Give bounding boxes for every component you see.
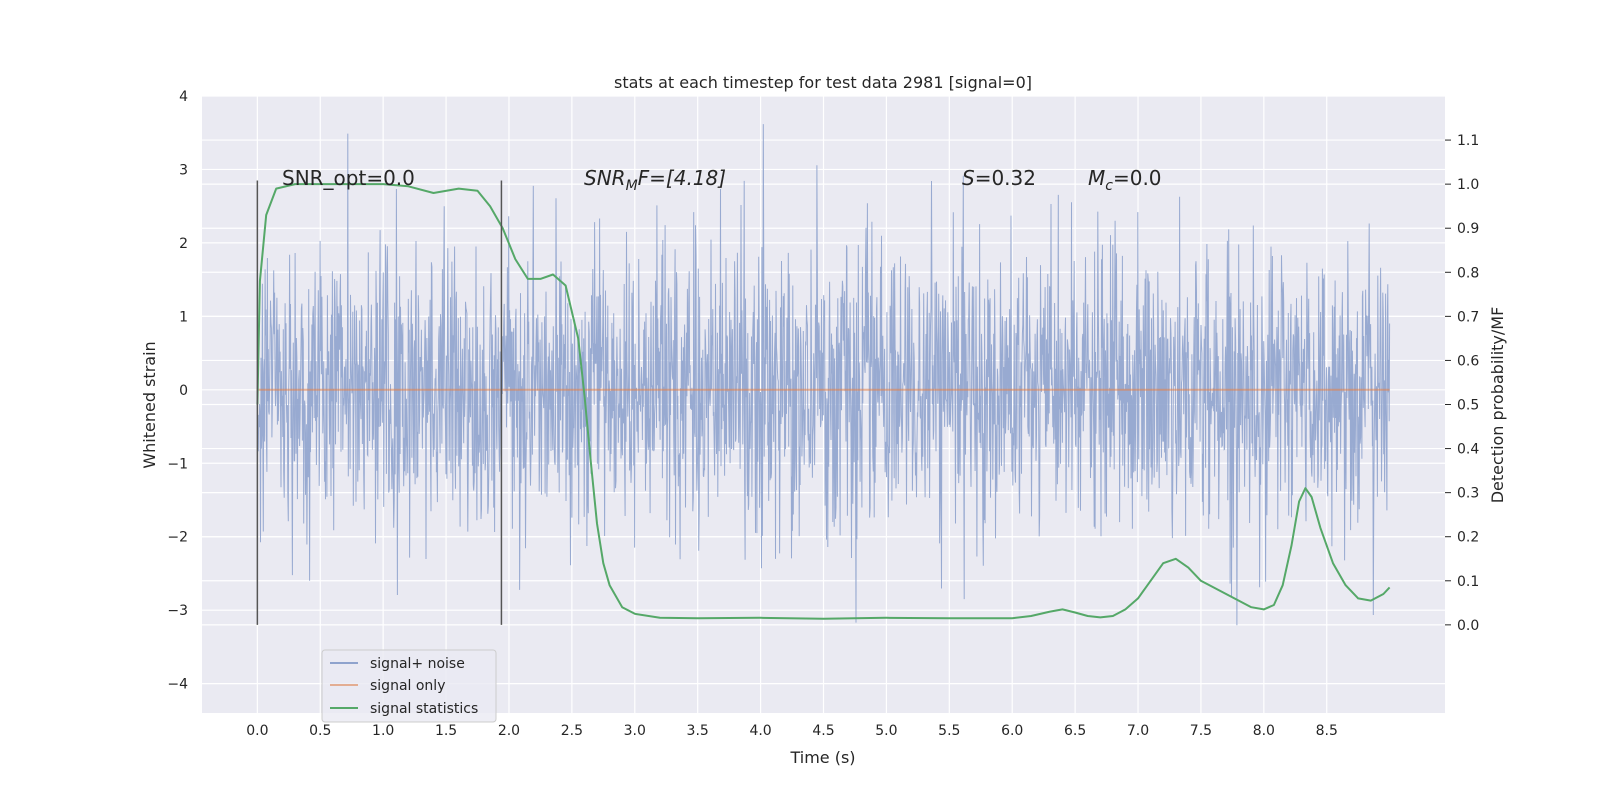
legend-box — [321, 649, 497, 723]
snr-mf-suffix: F=[4.18] — [638, 166, 726, 190]
x-tick-label: 0.5 — [309, 723, 331, 739]
y-tick-label-left: 3 — [179, 162, 188, 178]
y-tick-label-right: 0.1 — [1457, 574, 1479, 590]
y-tick-label-left: −3 — [167, 603, 188, 619]
legend: signal+ noise signal only signal statist… — [321, 649, 497, 723]
y-tick-label-right: 1.0 — [1457, 177, 1479, 193]
stats-line — [256, 183, 1391, 620]
x-tick-label: 5.0 — [875, 723, 897, 739]
legend-label-stats: signal statistics — [370, 701, 478, 717]
y-tick-label-right: 0.3 — [1457, 486, 1479, 502]
x-tick-label: 7.5 — [1190, 723, 1212, 739]
y-tick-label-right: 0.5 — [1457, 398, 1479, 414]
mc-letter: M — [1088, 166, 1105, 190]
annotation-snr-mf: SNRMF=[4.18] — [584, 166, 726, 194]
chart-title: stats at each timestep for test data 298… — [614, 73, 1032, 92]
y-tick-label-left: −1 — [167, 456, 188, 472]
snr-mf-sub: M — [626, 178, 638, 194]
y-tick-label-left: 0 — [179, 383, 188, 399]
y-axis-label-right: Detection probability/MF — [1488, 307, 1507, 504]
x-tick-label: 0.0 — [246, 723, 268, 739]
event-markers — [256, 180, 503, 625]
x-tick-label: 4.5 — [812, 723, 834, 739]
annotation-mc: Mc=0.0 — [1088, 166, 1162, 194]
y-ticks-right: 1.1 1.0 0.9 0.8 0.7 0.6 0.5 0.4 0.3 0.2 0.1 0.0 — [1445, 133, 1479, 634]
y-tick-label-right: 0.7 — [1457, 309, 1479, 325]
mc-value: =0.0 — [1113, 166, 1162, 190]
series-signal-statistics — [256, 183, 1391, 620]
x-tick-label: 8.5 — [1316, 723, 1338, 739]
series-signal-noise — [256, 124, 1391, 626]
y-tick-label-right: 0.2 — [1457, 530, 1479, 546]
x-axis-label: Time (s) — [789, 748, 855, 767]
y-tick-label-right: 0.0 — [1457, 618, 1479, 634]
legend-label-noise: signal+ noise — [370, 656, 465, 672]
x-tick-label: 3.0 — [624, 723, 646, 739]
x-tick-label: 3.5 — [687, 723, 709, 739]
x-tick-label: 4.0 — [749, 723, 771, 739]
x-tick-label: 6.5 — [1064, 723, 1086, 739]
x-tick-label: 1.0 — [372, 723, 394, 739]
x-tick-label: 8.0 — [1253, 723, 1275, 739]
y-tick-label-right: 1.1 — [1457, 133, 1479, 149]
mc-sub: c — [1105, 178, 1113, 194]
annotation-snr-opt: SNR_opt=0.0 — [282, 166, 415, 190]
y-tick-label-left: −4 — [167, 677, 188, 693]
noise-trace — [256, 124, 1391, 626]
annotation-s: S=0.32 — [962, 166, 1036, 190]
x-ticks: 0.0 0.5 1.0 1.5 2.0 2.5 3.0 3.5 4.0 4.5 5.0 5.5 6.0 6… — [246, 723, 1338, 739]
x-tick-label: 5.5 — [938, 723, 960, 739]
s-letter: S — [962, 166, 975, 190]
s-value: =0.32 — [975, 166, 1036, 190]
x-tick-label: 1.5 — [435, 723, 457, 739]
y-tick-label-right: 0.8 — [1457, 265, 1479, 281]
snr-mf-prefix: SNR — [584, 166, 626, 190]
x-tick-label: 6.0 — [1001, 723, 1023, 739]
y-tick-label-right: 0.4 — [1457, 442, 1479, 458]
y-tick-label-left: −2 — [167, 530, 188, 546]
y-tick-label-left: 1 — [179, 309, 188, 325]
legend-label-signal: signal only — [370, 678, 445, 694]
y-tick-label-left: 4 — [179, 89, 188, 105]
x-tick-label: 2.5 — [561, 723, 583, 739]
y-tick-label-right: 0.6 — [1457, 353, 1479, 369]
y-tick-label-right: 0.9 — [1457, 221, 1479, 237]
y-ticks-left: 4 3 2 1 0 −1 −2 −3 −4 — [167, 89, 188, 693]
x-tick-label: 2.0 — [498, 723, 520, 739]
y-axis-label-left: Whitened strain — [140, 341, 159, 468]
x-tick-label: 7.0 — [1127, 723, 1149, 739]
y-tick-label-left: 2 — [179, 236, 188, 252]
